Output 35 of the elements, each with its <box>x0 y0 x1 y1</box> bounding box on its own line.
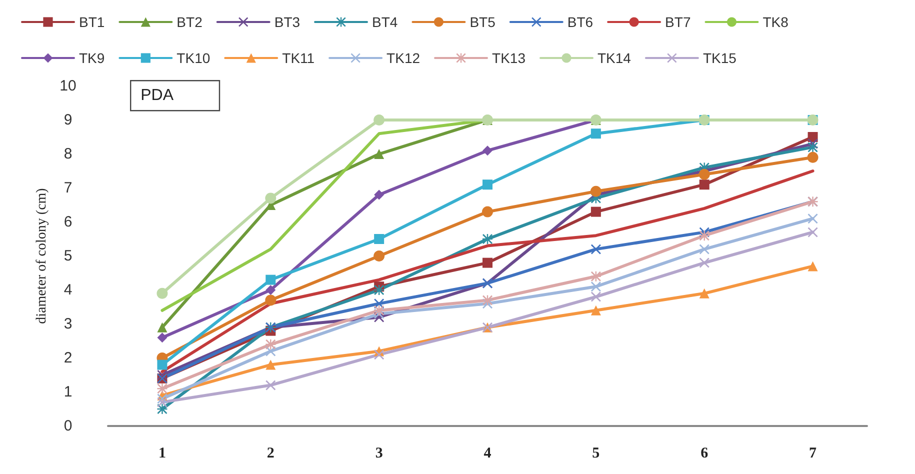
y-tick-label: 4 <box>64 282 72 298</box>
legend-label: TK14 <box>597 50 632 66</box>
legend-label: BT4 <box>372 14 398 30</box>
legend-label: BT7 <box>665 14 691 30</box>
legend-label: TK13 <box>492 50 526 66</box>
y-tick-label: 10 <box>60 78 76 94</box>
legend-label: TK12 <box>386 50 420 66</box>
legend-label: BT6 <box>567 14 594 30</box>
legend-label: TK10 <box>176 50 210 66</box>
x-tick-label: 1 <box>158 446 166 462</box>
legend-label: TK11 <box>282 50 315 66</box>
y-tick-label: 6 <box>64 214 72 230</box>
legend-label: TK15 <box>702 50 737 66</box>
y-tick-label: 8 <box>64 146 72 162</box>
legend-label: BT1 <box>79 14 105 30</box>
y-tick-label: 3 <box>64 316 72 332</box>
legend-label: BT5 <box>470 14 496 30</box>
y-tick-label: 0 <box>64 418 72 434</box>
y-tick-label: 9 <box>64 112 72 128</box>
y-axis-title: diameter of colony (cm) <box>34 188 50 324</box>
x-tick-label: 2 <box>266 446 274 462</box>
legend-label: BT3 <box>274 14 300 30</box>
x-tick-label: 3 <box>375 446 383 462</box>
y-tick-label: 1 <box>64 384 72 400</box>
annotation: PDA <box>140 87 174 104</box>
legend-label: BT2 <box>176 14 203 30</box>
y-tick-label: 5 <box>64 248 72 264</box>
y-tick-label: 7 <box>64 180 72 196</box>
x-tick-label: 4 <box>484 446 492 462</box>
legend-label: TK9 <box>79 50 105 66</box>
x-tick-label: 5 <box>592 446 600 462</box>
legend-label: TK8 <box>762 14 789 30</box>
x-tick-label: 6 <box>700 446 709 462</box>
y-tick-label: 2 <box>64 350 72 366</box>
x-tick-label: 7 <box>809 446 818 462</box>
